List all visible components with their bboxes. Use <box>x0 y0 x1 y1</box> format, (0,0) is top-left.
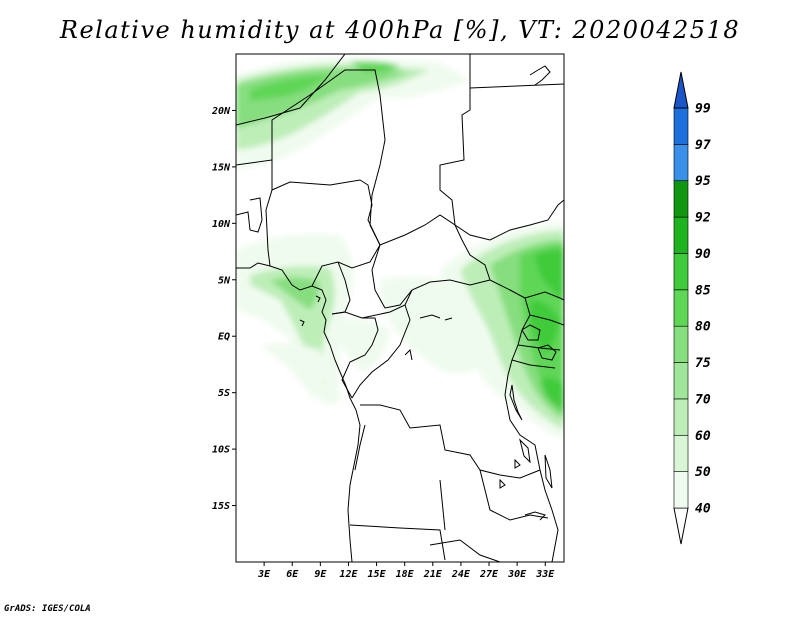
chart-title: Relative humidity at 400hPa [%], VT: 202… <box>59 16 741 44</box>
colorbar-swatch <box>673 144 689 182</box>
colorbar-label: 50 <box>695 465 711 480</box>
colorbar-label: 75 <box>695 356 711 371</box>
colorbar-label: 80 <box>695 320 711 335</box>
humidity-field <box>236 57 564 440</box>
humidity-contour <box>530 300 560 355</box>
country-borders <box>236 54 564 562</box>
colorbar: 40 50 60 70 75 80 85 90 92 95 97 99 <box>673 71 711 545</box>
lon-tick-label: 27E <box>479 569 499 580</box>
lon-tick-label: 9E <box>314 569 327 580</box>
lat-tick-label: 5S <box>218 388 230 399</box>
colorbar-below-triangle <box>673 507 689 545</box>
lon-tick-label: 33E <box>535 569 555 580</box>
lat-tick-label: EQ <box>218 332 230 343</box>
lat-tick-label: 20N <box>211 106 231 117</box>
lat-tick-label: 15S <box>212 501 230 512</box>
humidity-contour <box>260 343 324 400</box>
colorbar-swatch <box>673 471 689 509</box>
colorbar-label: 40 <box>695 502 711 517</box>
colorbar-swatch <box>673 434 689 472</box>
lon-tick-label: 3E <box>257 569 271 580</box>
lat-axis: 20N 15N 10N 5N EQ 5S 10S 15S <box>211 106 236 512</box>
colorbar-swatch <box>673 216 689 254</box>
lon-tick-label: 21E <box>423 569 443 580</box>
colorbar-label: 85 <box>695 283 711 298</box>
colorbar-above-triangle <box>673 71 689 109</box>
colorbar-label: 70 <box>695 392 711 407</box>
colorbar-label: 95 <box>695 174 711 189</box>
lon-tick-label: 30E <box>507 569 527 580</box>
lon-tick-label: 15E <box>368 569 387 580</box>
lon-tick-label: 12E <box>339 569 358 580</box>
humidity-contour <box>270 277 320 310</box>
map-frame <box>235 53 565 563</box>
colorbar-swatch <box>673 180 689 218</box>
lat-tick-label: 10S <box>212 445 230 456</box>
lat-tick-label: 10N <box>212 219 231 230</box>
humidity-contour <box>535 249 564 300</box>
colorbar-swatch <box>673 253 689 291</box>
colorbar-label: 97 <box>695 138 711 153</box>
colorbar-swatch <box>673 325 689 363</box>
lat-tick-label: 5N <box>218 275 231 286</box>
colorbar-label: 92 <box>695 211 711 226</box>
humidity-contour <box>540 378 564 410</box>
colorbar-label: 99 <box>695 102 711 117</box>
colorbar-swatch <box>673 107 689 145</box>
footer-credit: GrADS: IGES/COLA <box>4 604 91 614</box>
lat-tick-label: 15N <box>212 162 231 173</box>
colorbar-label: 90 <box>695 247 711 262</box>
colorbar-swatch <box>673 398 689 436</box>
lon-tick-label: 18E <box>396 569 415 580</box>
humidity-contour <box>250 75 330 100</box>
lon-tick-label: 24E <box>451 569 471 580</box>
colorbar-swatch <box>673 289 689 327</box>
colorbar-swatch <box>673 362 689 400</box>
colorbar-label: 60 <box>695 429 711 444</box>
lon-axis: 3E 6E 9E 12E 15E 18E 21E 24E 27E 30E 33E <box>257 562 555 580</box>
lon-tick-label: 6E <box>286 569 299 580</box>
